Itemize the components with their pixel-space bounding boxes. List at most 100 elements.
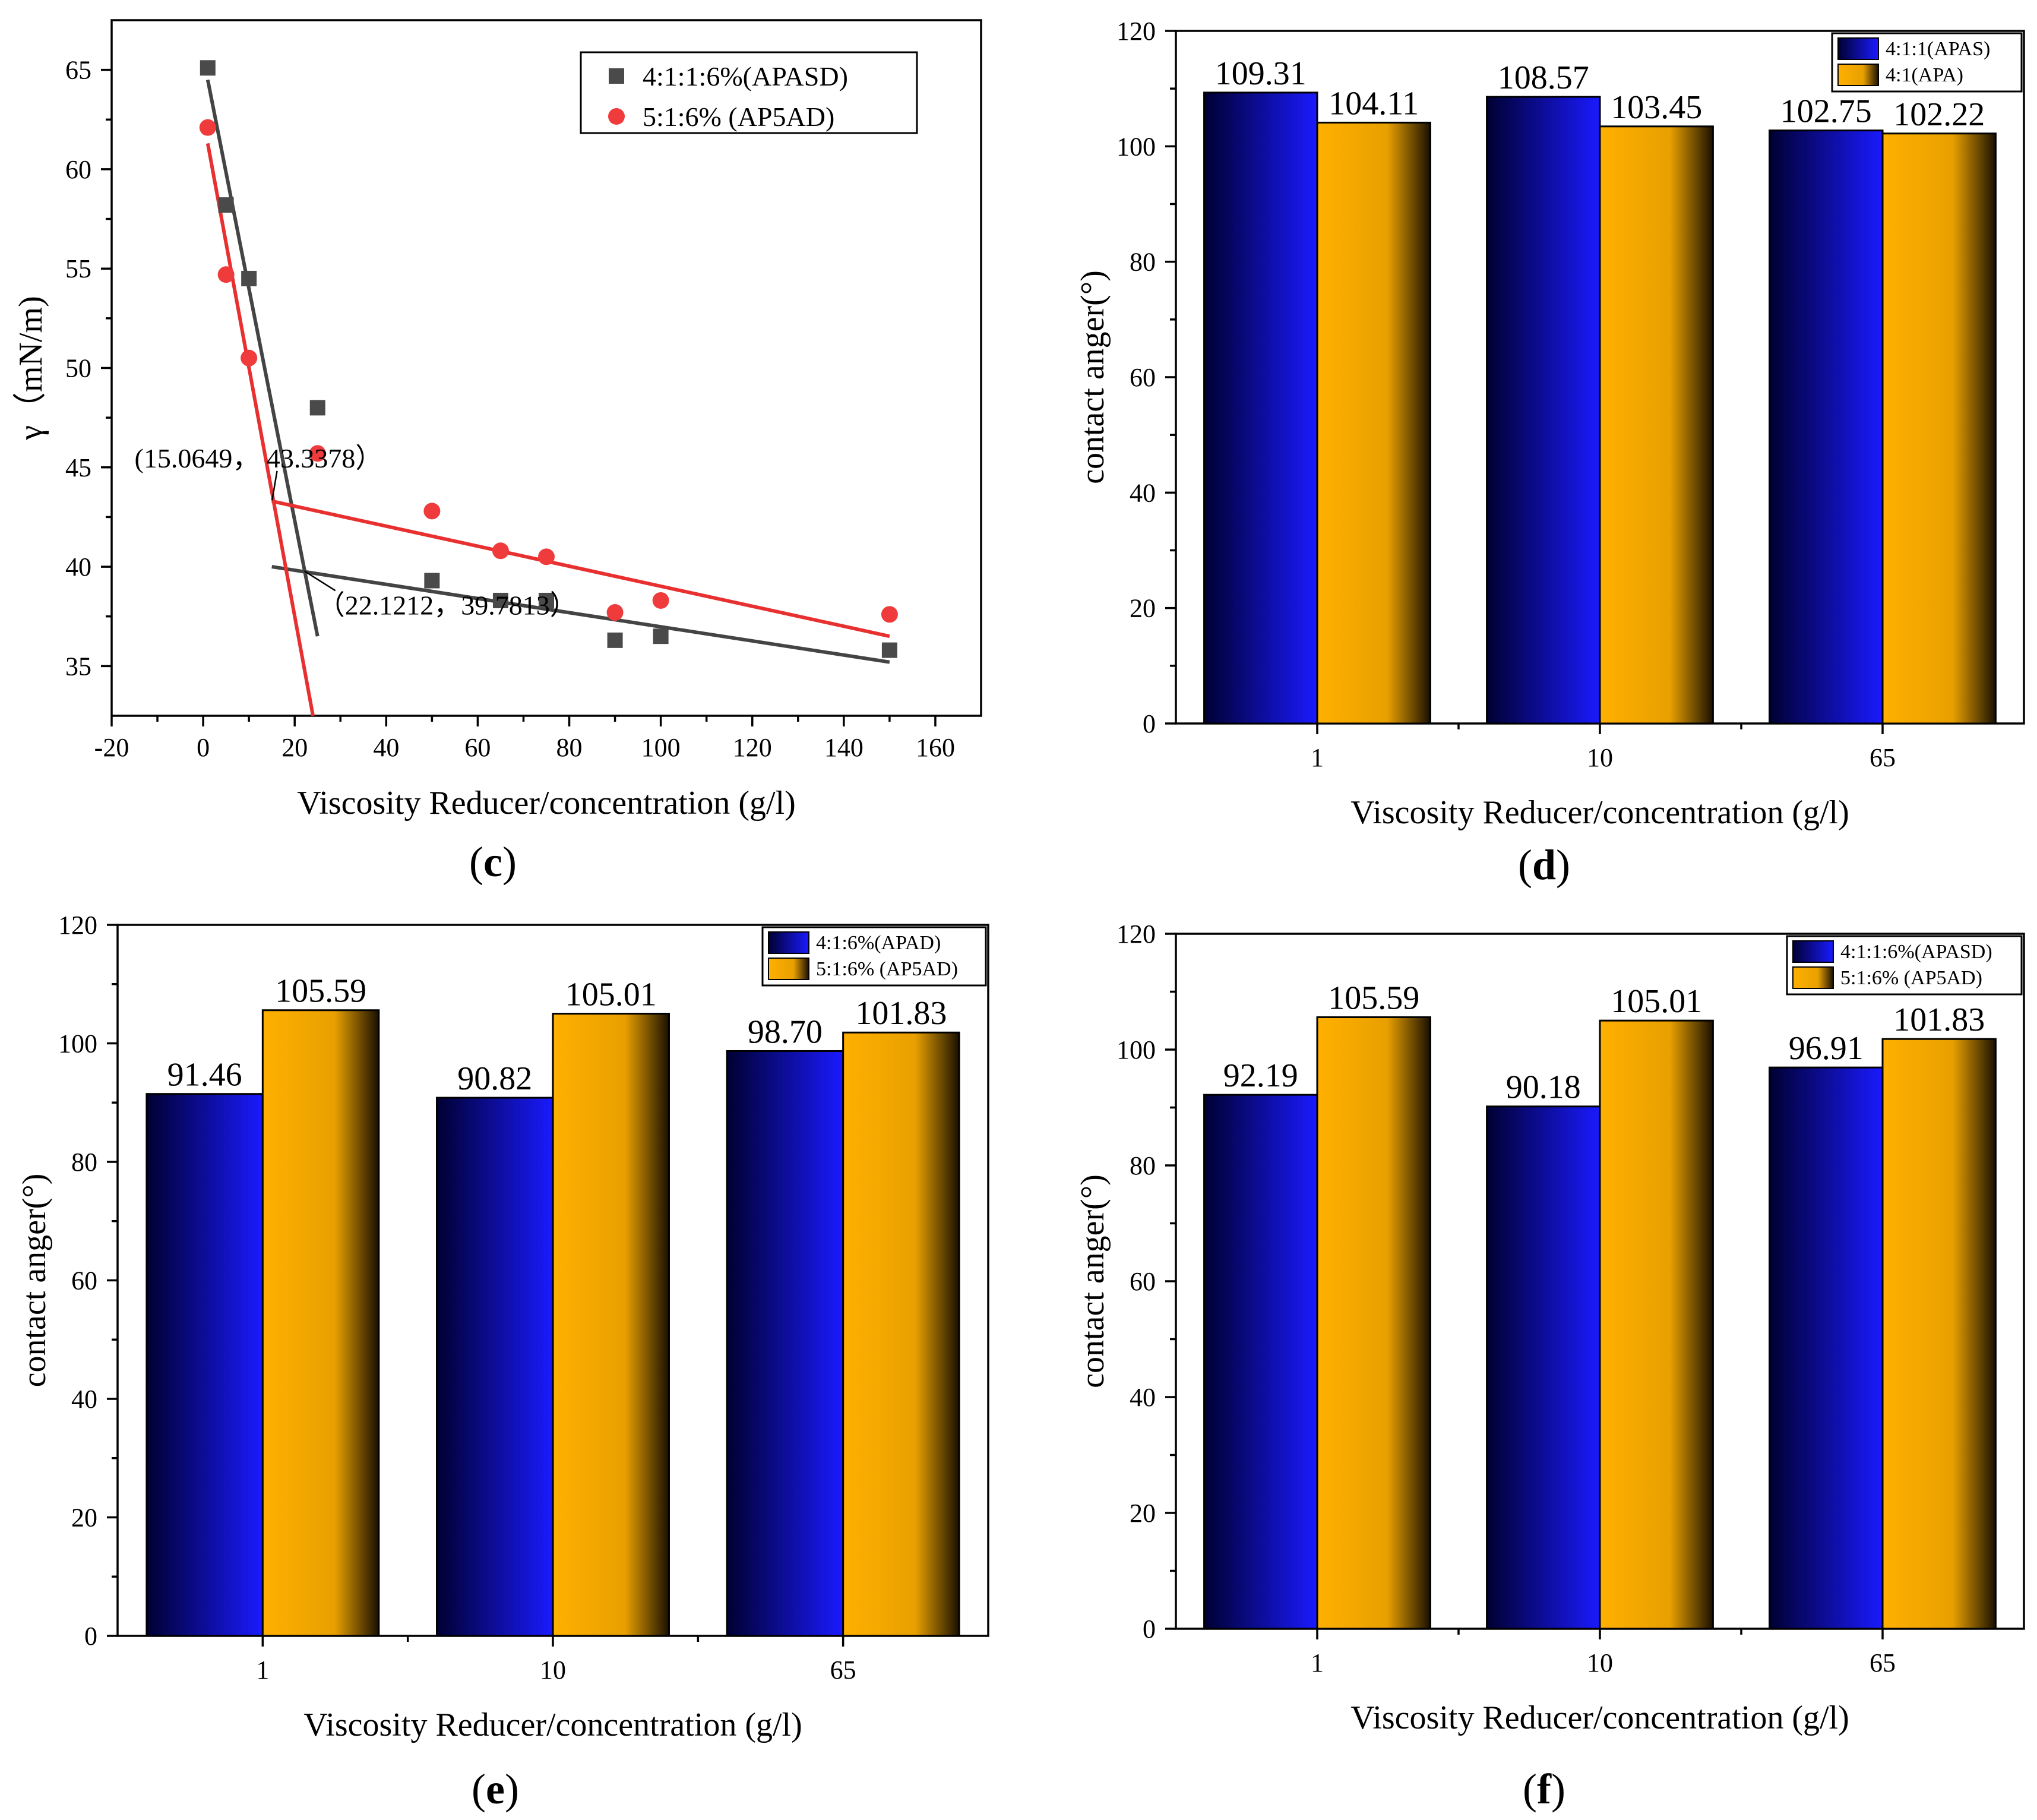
x-tick-label: 10 (1587, 1648, 1613, 1677)
x-tick-label: 140 (824, 733, 863, 762)
bar-series-1 (1203, 1094, 1318, 1630)
y-tick-label: 80 (1130, 1151, 1156, 1180)
bar-value-label: 101.83 (1893, 1001, 1985, 1038)
y-tick-label: 65 (65, 56, 91, 85)
legend-entry-label: 5:1:6% (AP5AD) (643, 102, 834, 132)
x-tick-label: 160 (916, 733, 955, 762)
bar-value-label: 105.01 (565, 977, 657, 1013)
y-axis-label: γ（mN/m) (12, 296, 49, 441)
x-tick-label: 20 (281, 733, 308, 762)
bar-series-1 (1486, 1105, 1601, 1630)
x-tick-label: 65 (1870, 743, 1896, 772)
bar-value-label: 98.70 (748, 1013, 823, 1050)
data-point-circle (652, 592, 669, 609)
panel-f-bar-chart: 0 20 40 60 80 100 120 1 92.19 105.59 10 90.18 105.01… (1074, 920, 2025, 1813)
data-point-circle (309, 445, 326, 462)
bar-value-label: 90.82 (457, 1060, 532, 1097)
legend-swatch-series-2 (1837, 64, 1879, 86)
bar-series-2 (552, 1013, 670, 1637)
x-tick-label: 60 (464, 733, 491, 762)
annotation-leader (303, 570, 336, 592)
x-tick-label: 10 (540, 1655, 566, 1685)
y-axis-label: contact anger(°) (1074, 270, 1111, 484)
bar-series-2 (1881, 1038, 1997, 1630)
data-point-circle (881, 606, 898, 623)
fit-line (271, 499, 890, 639)
data-point-square (607, 632, 623, 648)
x-tick-label: 10 (1587, 743, 1613, 772)
y-tick-label: 60 (1130, 1267, 1156, 1296)
data-point-square (881, 642, 897, 658)
bar-series-1 (436, 1097, 554, 1637)
y-tick-label: 120 (58, 911, 97, 940)
bar-series-2 (261, 1009, 380, 1637)
annotation-label: (15.0649， 43.3378） (135, 443, 383, 473)
legend-entry-label: 4:1(APA) (1886, 64, 1963, 86)
y-tick-label: 0 (84, 1622, 97, 1651)
bar-series-1 (1769, 129, 1884, 725)
legend-marker-circle (608, 108, 625, 125)
bar-series-1 (1486, 96, 1601, 725)
y-tick-label: 80 (1130, 248, 1156, 277)
bar-value-label: 102.75 (1780, 93, 1872, 130)
data-point-square (241, 270, 257, 286)
y-tick-label: 20 (1130, 1499, 1156, 1528)
data-point-square (653, 628, 669, 644)
y-tick-label: 100 (1116, 1035, 1156, 1064)
y-tick-label: 100 (58, 1029, 97, 1058)
data-point-circle (217, 266, 235, 283)
panel-c-scatter-chart: -20 0 20 40 60 80 100 120 140 160 35 40 45 50 55 60 65 Vi… (12, 19, 982, 886)
legend-swatch-series-1 (1792, 940, 1834, 963)
x-tick-label: 65 (830, 1655, 856, 1685)
y-tick-label: 55 (65, 254, 91, 283)
bar-value-label: 105.59 (275, 973, 366, 1010)
bar-series-1 (726, 1050, 844, 1637)
data-point-square (218, 197, 234, 213)
bar-value-label: 101.83 (855, 995, 947, 1032)
y-tick-label: 40 (1130, 478, 1156, 507)
bar-value-label: 96.91 (1789, 1030, 1864, 1067)
bar-value-label: 105.01 (1611, 983, 1702, 1020)
legend-swatch-series-2 (1792, 966, 1834, 989)
bar-series-2 (1599, 125, 1714, 725)
y-tick-label: 50 (65, 354, 91, 383)
bar-value-label: 109.31 (1215, 55, 1307, 92)
fit-line (205, 79, 320, 637)
x-tick-label: 1 (256, 1655, 269, 1685)
bar-value-label: 104.11 (1329, 85, 1419, 122)
legend-entry-label: 4:1:1:6%(APASD) (643, 61, 848, 91)
x-tick-label: 1 (1311, 743, 1324, 772)
x-axis-label: Viscosity Reducer/concentration (g/l) (303, 1707, 802, 1743)
y-tick-label: 120 (1116, 17, 1156, 46)
bar-value-label: 103.45 (1611, 89, 1702, 126)
bar-series-1 (1769, 1066, 1884, 1630)
annotation-label: （22.1212，39.7813） (318, 590, 577, 620)
data-point-circle (538, 548, 555, 565)
data-point-square (492, 592, 508, 608)
data-point-square (539, 592, 554, 608)
bar-value-label: 91.46 (167, 1057, 242, 1094)
x-tick-label: 100 (641, 733, 681, 762)
y-tick-label: 20 (1130, 594, 1156, 623)
panel-label-c: (c) (469, 838, 517, 886)
y-tick-label: 35 (65, 652, 91, 681)
x-tick-label: 80 (556, 733, 583, 762)
y-tick-label: 60 (65, 155, 91, 184)
bar-series-2 (1316, 1016, 1431, 1630)
y-tick-label: 40 (71, 1385, 97, 1414)
y-tick-label: 20 (71, 1503, 97, 1533)
y-tick-label: 100 (1116, 132, 1156, 161)
data-point-square (309, 400, 325, 416)
data-point-square (424, 573, 440, 589)
data-point-circle (423, 503, 441, 520)
y-axis-label: contact anger(°) (16, 1174, 53, 1388)
legend-entry-label: 4:1:1:6%(APASD) (1840, 941, 1992, 963)
y-tick-label: 80 (71, 1148, 97, 1177)
legend-box (580, 51, 918, 134)
x-tick-label: 1 (1311, 1648, 1324, 1677)
panel-label-e: (e) (472, 1765, 519, 1813)
legend-entry-label: 4:1:6%(APAD) (816, 932, 941, 954)
bar-series-2 (842, 1031, 960, 1637)
fit-line (271, 565, 890, 664)
